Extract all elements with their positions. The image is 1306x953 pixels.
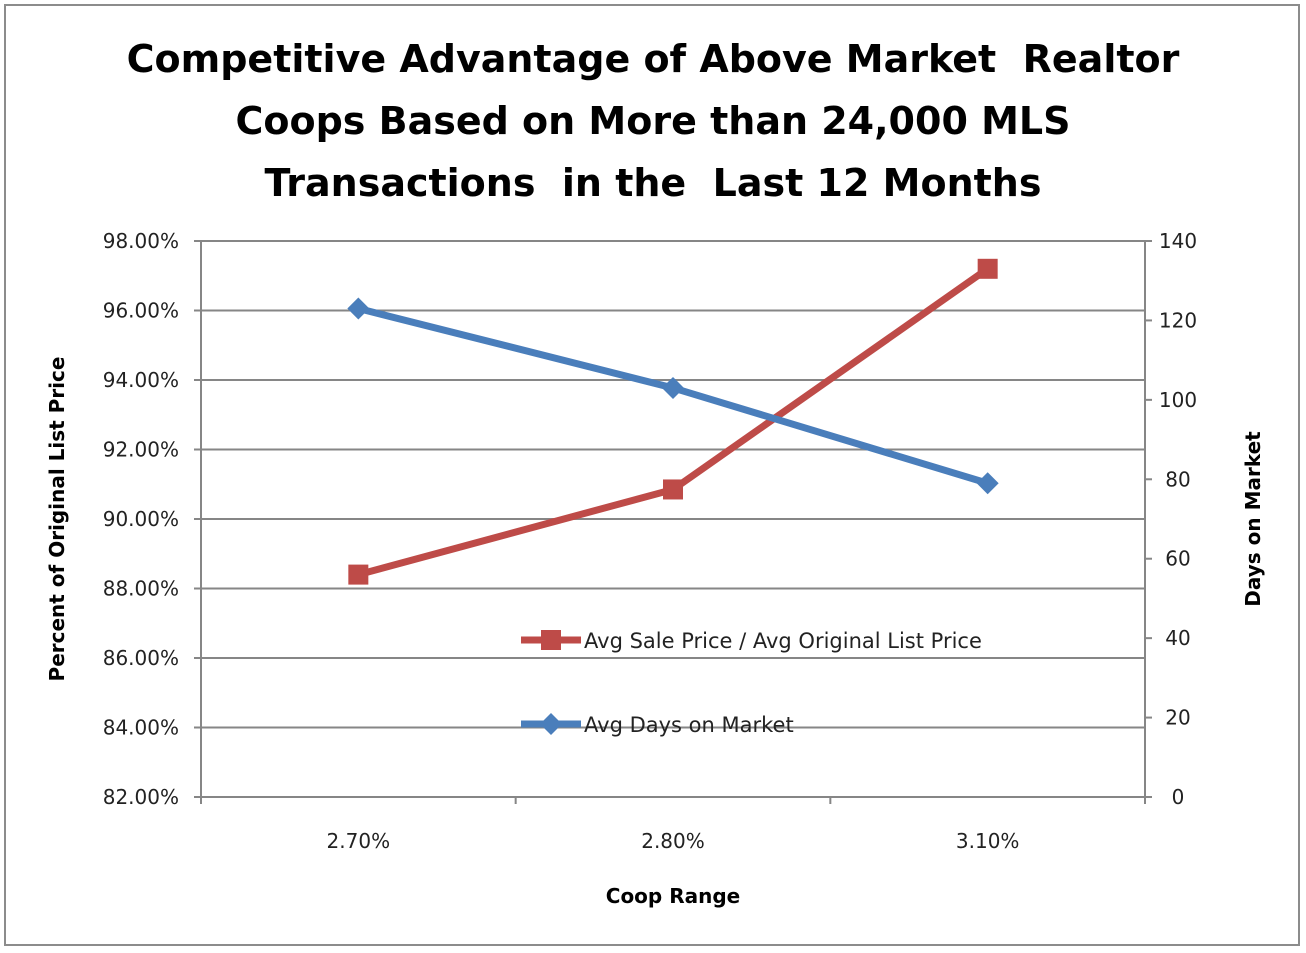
y2-tick-label: 40: [1165, 626, 1190, 650]
chart-frame: [4, 4, 1300, 946]
y2-tick-label: 140: [1159, 229, 1197, 253]
y-tick-label: 98.00%: [103, 229, 179, 253]
y-tick-label: 92.00%: [103, 438, 179, 462]
y2-tick-label: 60: [1165, 547, 1190, 571]
y-tick-label: 82.00%: [103, 785, 179, 809]
y2-tick-label: 20: [1165, 706, 1190, 730]
series-line-1: [357, 265, 990, 578]
y-tick-label: 88.00%: [103, 577, 179, 601]
y2-tick-label: 120: [1159, 308, 1197, 332]
data-point-2: [347, 297, 370, 320]
legend-label: Avg Days on Market: [584, 713, 794, 737]
chart-title-line-2: Coops Based on More than 24,000 MLS: [235, 99, 1071, 143]
y-tick-label: 94.00%: [103, 368, 179, 392]
data-point-2: [662, 376, 684, 399]
data-point-2: [976, 472, 999, 495]
y-tick-label: 90.00%: [103, 507, 179, 531]
y2-tick-label: 80: [1165, 467, 1190, 491]
legend-marker: [540, 713, 562, 735]
y-axis-label: Percent of Original List Price: [45, 357, 69, 682]
chart-title-line-3: Transactions in the Last 12 Months: [264, 161, 1042, 205]
legend-label: Avg Sale Price / Avg Original List Price: [584, 629, 982, 653]
y-tick-label: 96.00%: [103, 299, 179, 323]
y2-tick-label: 100: [1159, 388, 1197, 412]
x-axis-label: Coop Range: [606, 884, 740, 908]
chart-title: Competitive Advantage of Above Market Re…: [0, 28, 1306, 214]
x-tick-label: 2.80%: [641, 829, 705, 853]
data-point-1: [348, 564, 369, 585]
chart-title-line-1: Competitive Advantage of Above Market Re…: [126, 37, 1180, 81]
y2-axis-label: Days on Market: [1241, 431, 1265, 607]
data-point-1: [663, 479, 683, 500]
data-point-1: [977, 258, 998, 279]
y2-tick-label: 0: [1172, 785, 1185, 809]
x-tick-label: 2.70%: [327, 829, 391, 853]
y-tick-label: 86.00%: [103, 646, 179, 670]
legend-marker: [541, 630, 561, 650]
x-tick-label: 3.10%: [956, 829, 1020, 853]
y-tick-label: 84.00%: [103, 716, 179, 740]
